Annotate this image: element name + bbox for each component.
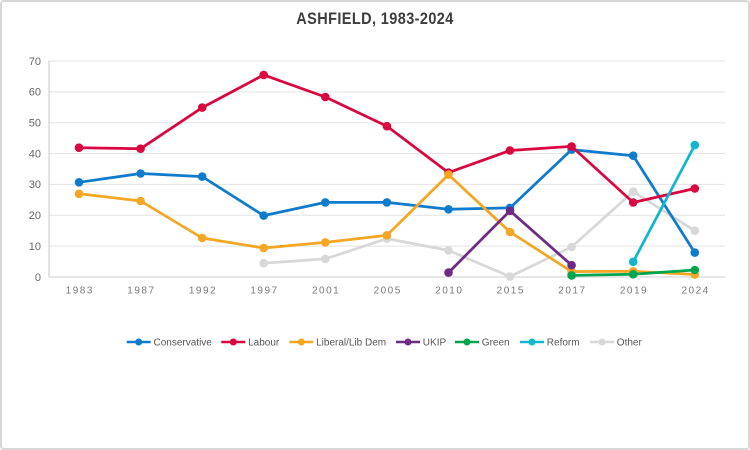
svg-text:1987: 1987 — [127, 286, 155, 297]
svg-text:2010: 2010 — [435, 286, 463, 297]
svg-text:2001: 2001 — [312, 286, 340, 297]
svg-text:Liberal/Lib Dem: Liberal/Lib Dem — [316, 338, 386, 349]
svg-text:2005: 2005 — [374, 286, 402, 297]
svg-text:1997: 1997 — [250, 286, 278, 297]
svg-text:2019: 2019 — [620, 286, 648, 297]
svg-text:1983: 1983 — [66, 286, 94, 297]
svg-text:50: 50 — [29, 118, 41, 130]
svg-text:Conservative: Conservative — [154, 338, 213, 349]
svg-text:20: 20 — [29, 210, 41, 222]
svg-text:Green: Green — [482, 338, 510, 349]
svg-text:Labour: Labour — [248, 338, 280, 349]
svg-text:60: 60 — [29, 87, 41, 99]
svg-text:0: 0 — [35, 272, 41, 284]
svg-text:Reform: Reform — [547, 338, 580, 349]
svg-text:2017: 2017 — [558, 286, 586, 297]
svg-text:Other: Other — [617, 338, 643, 349]
svg-text:ASHFIELD, 1983-2024: ASHFIELD, 1983-2024 — [296, 10, 453, 28]
svg-text:30: 30 — [29, 179, 41, 191]
svg-text:70: 70 — [29, 56, 41, 68]
svg-text:40: 40 — [29, 148, 41, 160]
svg-text:1992: 1992 — [189, 286, 217, 297]
svg-text:10: 10 — [29, 241, 41, 253]
svg-text:2024: 2024 — [681, 286, 709, 297]
svg-text:UKIP: UKIP — [423, 338, 447, 349]
svg-text:2015: 2015 — [497, 286, 525, 297]
